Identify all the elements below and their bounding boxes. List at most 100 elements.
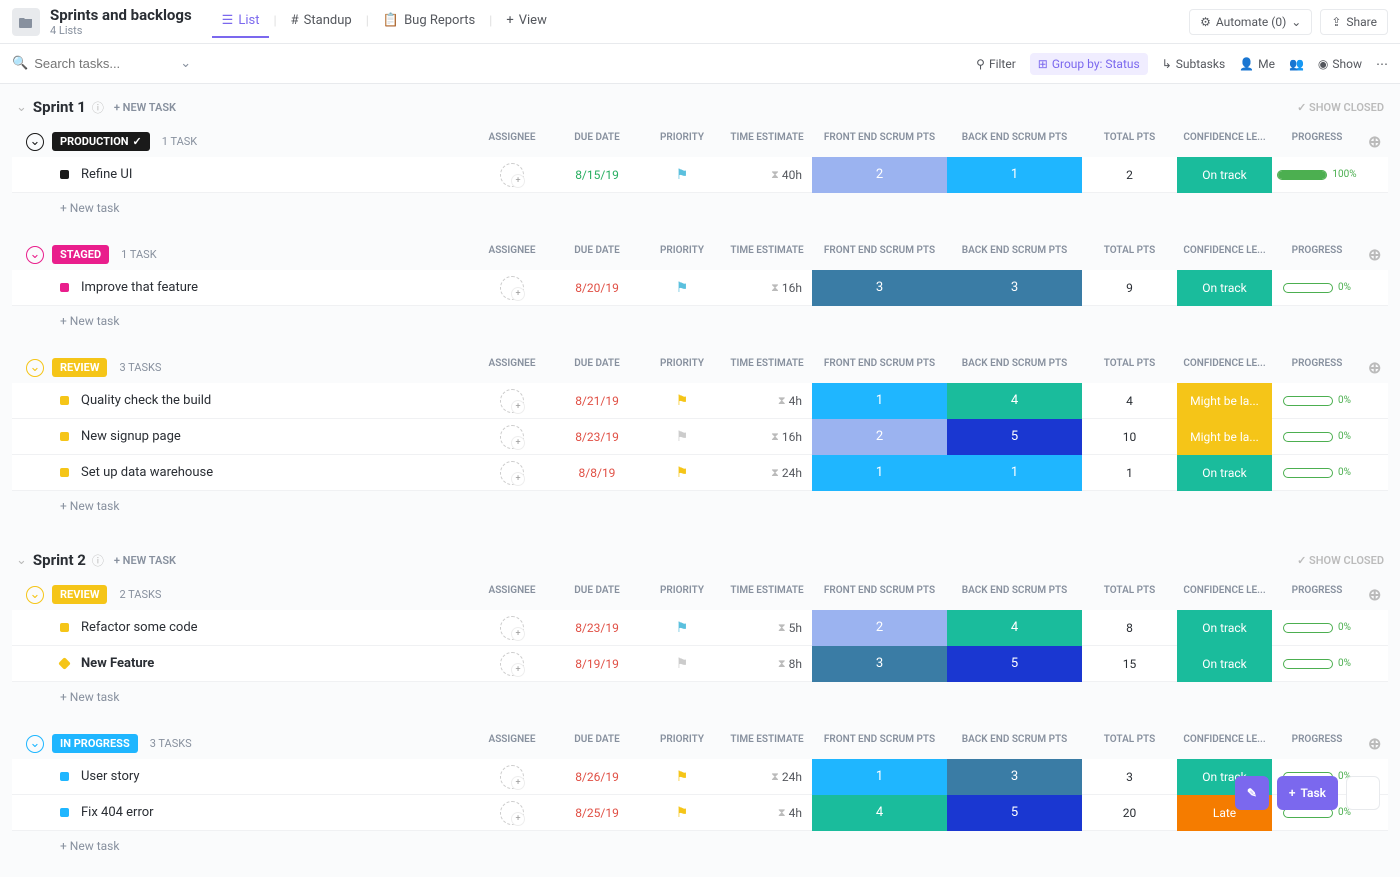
column-header[interactable]: FRONT END SCRUM PTS xyxy=(812,734,947,753)
priority-cell[interactable]: ⚑ xyxy=(642,383,722,419)
frontend-pts-cell[interactable]: 1 xyxy=(812,455,947,491)
column-header[interactable]: PRIORITY xyxy=(642,585,722,604)
assignees-button[interactable]: 👥 xyxy=(1289,57,1304,71)
frontend-pts-cell[interactable]: 2 xyxy=(812,157,947,193)
search-input[interactable] xyxy=(34,56,174,71)
chevron-down-icon[interactable]: ⌄ xyxy=(16,553,27,568)
frontend-pts-cell[interactable]: 2 xyxy=(812,610,947,646)
assignee-cell[interactable] xyxy=(472,610,552,646)
backend-pts-cell[interactable]: 1 xyxy=(947,455,1082,491)
new-task-row[interactable]: + New task xyxy=(12,491,1388,521)
column-header[interactable]: DUE DATE xyxy=(552,734,642,753)
assignee-cell[interactable] xyxy=(472,270,552,306)
tab-standup[interactable]: #Standup xyxy=(281,5,362,38)
confidence-cell[interactable]: Might be la... xyxy=(1177,419,1272,455)
new-task-button[interactable]: + NEW TASK xyxy=(114,101,176,114)
task-name[interactable]: New Feature xyxy=(81,656,472,671)
total-pts-cell[interactable]: 2 xyxy=(1082,157,1177,193)
total-pts-cell[interactable]: 15 xyxy=(1082,646,1177,682)
status-pill[interactable]: REVIEW xyxy=(52,358,107,377)
column-header[interactable]: DUE DATE xyxy=(552,358,642,377)
column-header[interactable]: CONFIDENCE LE... xyxy=(1177,358,1272,377)
column-header[interactable]: PROGRESS xyxy=(1272,245,1362,264)
time-estimate-cell[interactable]: ⧗8h xyxy=(722,646,812,682)
column-header[interactable]: ASSIGNEE xyxy=(472,734,552,753)
column-header[interactable]: DUE DATE xyxy=(552,245,642,264)
confidence-cell[interactable]: On track xyxy=(1177,455,1272,491)
confidence-cell[interactable]: Might be la... xyxy=(1177,383,1272,419)
column-header[interactable]: DUE DATE xyxy=(552,585,642,604)
column-header[interactable]: ASSIGNEE xyxy=(472,245,552,264)
column-header[interactable]: PRIORITY xyxy=(642,245,722,264)
group-caret-icon[interactable]: ⌄ xyxy=(26,735,44,753)
column-header[interactable]: PROGRESS xyxy=(1272,132,1362,151)
time-estimate-cell[interactable]: ⧗40h xyxy=(722,157,812,193)
task-row[interactable]: New signup page 8/23/19 ⚑ ⧗16h 2 5 10 Mi… xyxy=(12,419,1388,455)
chevron-down-icon[interactable]: ⌄ xyxy=(180,56,191,71)
group-caret-icon[interactable]: ⌄ xyxy=(26,359,44,377)
column-header[interactable]: PROGRESS xyxy=(1272,585,1362,604)
column-header[interactable]: PRIORITY xyxy=(642,358,722,377)
due-date-cell[interactable]: 8/23/19 xyxy=(552,610,642,646)
assignee-cell[interactable] xyxy=(472,795,552,831)
due-date-cell[interactable]: 8/21/19 xyxy=(552,383,642,419)
due-date-cell[interactable]: 8/26/19 xyxy=(552,759,642,795)
due-date-cell[interactable]: 8/25/19 xyxy=(552,795,642,831)
column-header[interactable]: FRONT END SCRUM PTS xyxy=(812,358,947,377)
column-header[interactable]: ASSIGNEE xyxy=(472,585,552,604)
task-row[interactable]: Quality check the build 8/21/19 ⚑ ⧗4h 1 … xyxy=(12,383,1388,419)
column-header[interactable]: TOTAL PTS xyxy=(1082,132,1177,151)
assignee-avatar[interactable] xyxy=(500,425,524,449)
column-header[interactable]: TIME ESTIMATE xyxy=(722,585,812,604)
priority-cell[interactable]: ⚑ xyxy=(642,270,722,306)
assignee-avatar[interactable] xyxy=(500,616,524,640)
add-column-button[interactable]: ⊕ xyxy=(1368,734,1388,753)
frontend-pts-cell[interactable]: 1 xyxy=(812,383,947,419)
backend-pts-cell[interactable]: 4 xyxy=(947,610,1082,646)
task-name[interactable]: Refine UI xyxy=(81,167,472,182)
column-header[interactable]: BACK END SCRUM PTS xyxy=(947,585,1082,604)
task-row[interactable]: Refactor some code 8/23/19 ⚑ ⧗5h 2 4 8 O… xyxy=(12,610,1388,646)
task-row[interactable]: Refine UI 8/15/19 ⚑ ⧗40h 2 1 2 On track … xyxy=(12,157,1388,193)
task-name[interactable]: Set up data warehouse xyxy=(81,465,472,480)
time-estimate-cell[interactable]: ⧗16h xyxy=(722,419,812,455)
task-name[interactable]: Fix 404 error xyxy=(81,805,472,820)
task-name[interactable]: User story xyxy=(81,769,472,784)
column-header[interactable]: CONFIDENCE LE... xyxy=(1177,585,1272,604)
group-caret-icon[interactable]: ⌄ xyxy=(26,133,44,151)
add-column-button[interactable]: ⊕ xyxy=(1368,245,1388,264)
progress-cell[interactable]: 0% xyxy=(1272,419,1362,455)
me-button[interactable]: 👤Me xyxy=(1239,57,1275,71)
column-header[interactable]: ASSIGNEE xyxy=(472,132,552,151)
column-header[interactable]: PRIORITY xyxy=(642,132,722,151)
due-date-cell[interactable]: 8/23/19 xyxy=(552,419,642,455)
add-column-button[interactable]: ⊕ xyxy=(1368,585,1388,604)
confidence-cell[interactable]: On track xyxy=(1177,157,1272,193)
status-pill[interactable]: PRODUCTION ✓ xyxy=(52,132,150,151)
status-pill[interactable]: REVIEW xyxy=(52,585,107,604)
column-header[interactable]: TOTAL PTS xyxy=(1082,585,1177,604)
new-task-row[interactable]: + New task xyxy=(12,831,1388,861)
total-pts-cell[interactable]: 9 xyxy=(1082,270,1177,306)
backend-pts-cell[interactable]: 4 xyxy=(947,383,1082,419)
frontend-pts-cell[interactable]: 1 xyxy=(812,759,947,795)
column-header[interactable]: TIME ESTIMATE xyxy=(722,358,812,377)
assignee-avatar[interactable] xyxy=(500,765,524,789)
column-header[interactable]: PROGRESS xyxy=(1272,358,1362,377)
total-pts-cell[interactable]: 20 xyxy=(1082,795,1177,831)
time-estimate-cell[interactable]: ⧗24h xyxy=(722,455,812,491)
column-header[interactable]: TIME ESTIMATE xyxy=(722,734,812,753)
groupby-button[interactable]: ⊞Group by: Status xyxy=(1030,53,1148,75)
backend-pts-cell[interactable]: 5 xyxy=(947,795,1082,831)
due-date-cell[interactable]: 8/19/19 xyxy=(552,646,642,682)
assignee-cell[interactable] xyxy=(472,646,552,682)
column-header[interactable]: CONFIDENCE LE... xyxy=(1177,734,1272,753)
confidence-cell[interactable]: On track xyxy=(1177,610,1272,646)
group-caret-icon[interactable]: ⌄ xyxy=(26,246,44,264)
progress-cell[interactable]: 0% xyxy=(1272,383,1362,419)
group-caret-icon[interactable]: ⌄ xyxy=(26,586,44,604)
column-header[interactable]: TOTAL PTS xyxy=(1082,245,1177,264)
task-row[interactable]: New Feature 8/19/19 ⚑ ⧗8h 3 5 15 On trac… xyxy=(12,646,1388,682)
column-header[interactable]: BACK END SCRUM PTS xyxy=(947,358,1082,377)
column-header[interactable]: PRIORITY xyxy=(642,734,722,753)
